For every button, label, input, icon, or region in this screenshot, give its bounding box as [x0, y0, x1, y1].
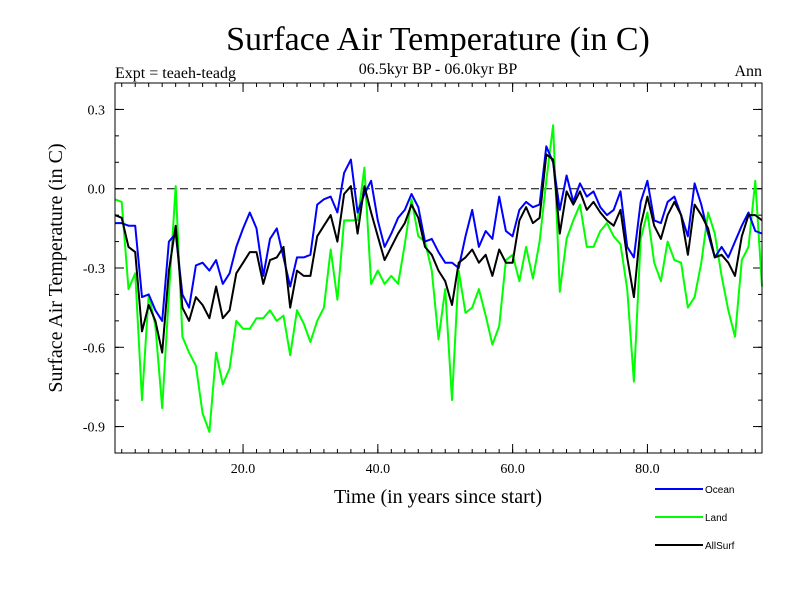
x-tick-label: 60.0 [500, 462, 525, 477]
y-tick-label: 0.0 [88, 183, 106, 198]
y-tick-label: -0.9 [83, 421, 105, 436]
x-tick-label: 80.0 [635, 462, 660, 477]
series-line-ocean [115, 145, 763, 322]
series-line-allsurf [114, 153, 763, 354]
series-line-land [114, 124, 763, 433]
chart-subtitle: 06.5kyr BP - 06.0kyr BP [359, 61, 518, 78]
x-tick-label: 40.0 [366, 462, 391, 477]
plot-area: 20.0 40.0 60.0 80.0 0.3 0.0 -0.3 -0.6 -0.9 [83, 82, 763, 477]
x-axis-label: Time (in years since start) [334, 486, 542, 508]
y-tick-label: -0.3 [83, 262, 105, 277]
y-axis-label: Surface Air Temperature (in C) [45, 143, 67, 392]
x-tick-label: 20.0 [231, 462, 256, 477]
legend-label-ocean: Ocean [705, 485, 734, 496]
chart-title: Surface Air Temperature (in C) [226, 21, 650, 58]
y-tick-label: -0.6 [83, 341, 105, 356]
plot-frame [114, 82, 763, 454]
y-tick-label: 0.3 [88, 103, 106, 118]
legend-label-allsurf: AllSurf [705, 541, 735, 552]
experiment-label: Expt = teaeh-teadg [115, 65, 236, 82]
legend: Ocean Land AllSurf [655, 485, 735, 552]
season-label: Ann [734, 63, 762, 80]
legend-label-land: Land [705, 513, 727, 524]
